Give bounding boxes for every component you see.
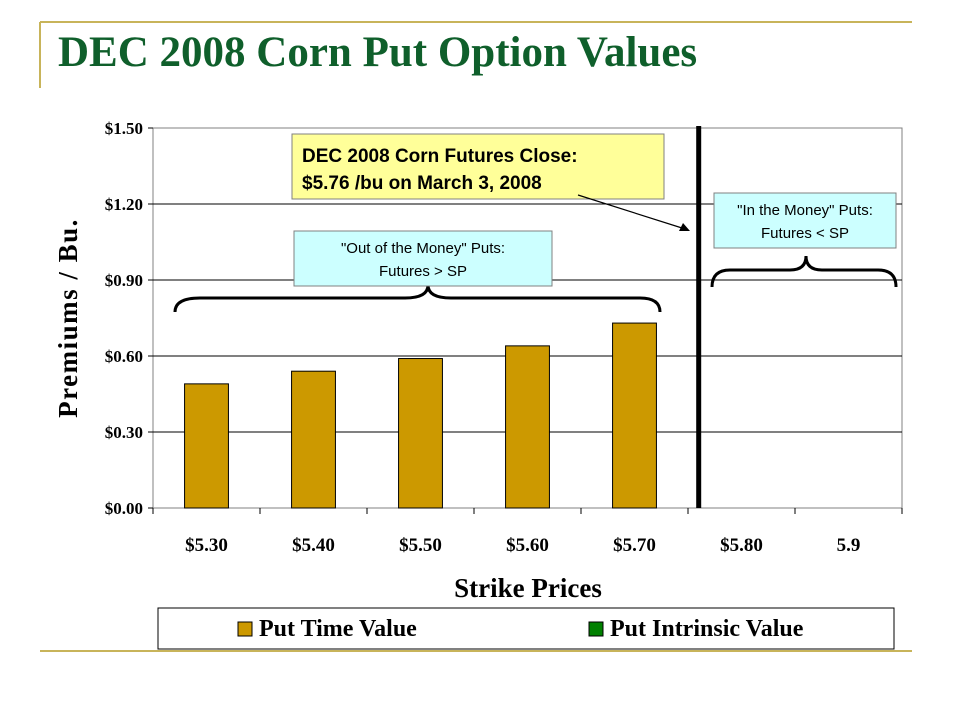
legend-swatch-time-value [237, 621, 253, 637]
bar-time-value [398, 358, 443, 509]
in-money-line1: "In the Money" Puts: [737, 202, 873, 219]
y-tick-label: $1.50 [105, 119, 143, 138]
in-money-callout: "In the Money" Puts: Futures < SP [713, 192, 897, 249]
in-money-line2: Futures < SP [761, 225, 849, 242]
x-tick-label: $5.80 [720, 535, 763, 556]
y-tick-label: $0.00 [105, 499, 143, 518]
slide-title: DEC 2008 Corn Put Option Values [58, 29, 698, 76]
out-of-money-callout: "Out of the Money" Puts: Futures > SP [293, 230, 553, 287]
x-tick-label: $5.60 [506, 535, 549, 556]
y-tick-label: $0.60 [105, 347, 143, 366]
y-tick-label: $1.20 [105, 195, 143, 214]
futures-callout-line1: DEC 2008 Corn Futures Close: [302, 146, 578, 167]
out-of-money-line2: Futures > SP [379, 263, 467, 280]
legend-box [157, 607, 895, 650]
y-axis-ticks: $0.00 $0.30 $0.60 $0.90 $1.20 $1.50 [105, 119, 153, 518]
futures-callout-line2: $5.76 /bu on March 3, 2008 [302, 173, 542, 194]
legend-swatch-intrinsic-value [588, 621, 604, 637]
x-tick-label: $5.70 [613, 535, 656, 556]
futures-close-callout: DEC 2008 Corn Futures Close: $5.76 /bu o… [291, 133, 690, 231]
legend-label-intrinsic-value: Put Intrinsic Value [610, 616, 804, 642]
y-tick-label: $0.90 [105, 271, 143, 290]
x-axis-label: Strike Prices [454, 573, 602, 603]
in-money-brace [710, 255, 898, 288]
chart: $0.00 $0.30 $0.60 $0.90 $1.20 $1.50 $5.30 $5.4… [53, 119, 903, 650]
x-axis-ticks: $5.30 $5.40 $5.50 $5.60 $5.70 $5.80 5.9 [152, 508, 903, 556]
legend-label-time-value: Put Time Value [259, 616, 417, 642]
x-tick-label: $5.50 [399, 535, 442, 556]
x-tick-label: 5.9 [837, 535, 861, 556]
callout-arrow-line [577, 194, 683, 229]
callout-arrow-head [679, 223, 690, 231]
bars [184, 322, 657, 509]
bar-time-value [505, 345, 550, 509]
y-axis-label: Premiums / Bu. [53, 218, 83, 418]
x-tick-label: $5.30 [185, 535, 228, 556]
bar-time-value [184, 383, 229, 509]
legend: Put Time Value Put Intrinsic Value [157, 607, 895, 650]
y-tick-label: $0.30 [105, 423, 143, 442]
bar-time-value [612, 322, 657, 509]
out-of-money-line1: "Out of the Money" Puts: [341, 240, 505, 257]
bar-time-value [291, 370, 336, 509]
x-tick-label: $5.40 [292, 535, 335, 556]
